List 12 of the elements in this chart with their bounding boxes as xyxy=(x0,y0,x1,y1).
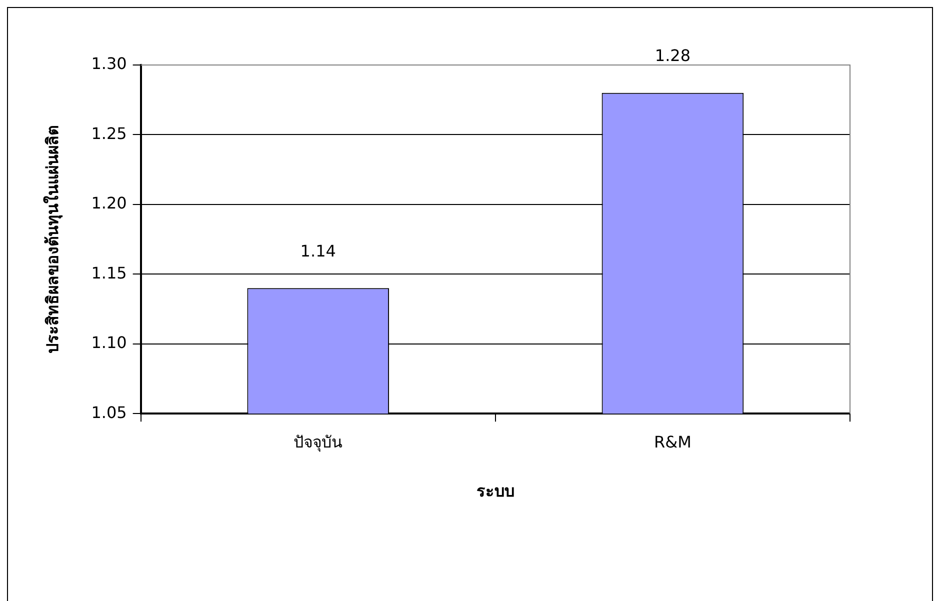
x-tick-label: R&M xyxy=(654,432,692,452)
y-tick-label: 1.05 xyxy=(91,402,127,422)
x-tick-label: ปัจจุบัน xyxy=(294,432,343,452)
y-tick-label: 1.15 xyxy=(91,263,127,282)
y-tick-label: 1.30 xyxy=(91,54,127,74)
y-axis-title: ประสิทธิผลของต้นทุนในแผ่นผลิต xyxy=(42,125,63,354)
y-tick-label: 1.10 xyxy=(91,333,127,352)
data-label: 1.28 xyxy=(654,46,691,66)
y-tick-label: 1.20 xyxy=(91,194,127,213)
data-label: 1.14 xyxy=(300,241,336,260)
x-axis-title: ระบบ xyxy=(476,482,514,501)
y-tick-label: 1.25 xyxy=(91,124,127,143)
